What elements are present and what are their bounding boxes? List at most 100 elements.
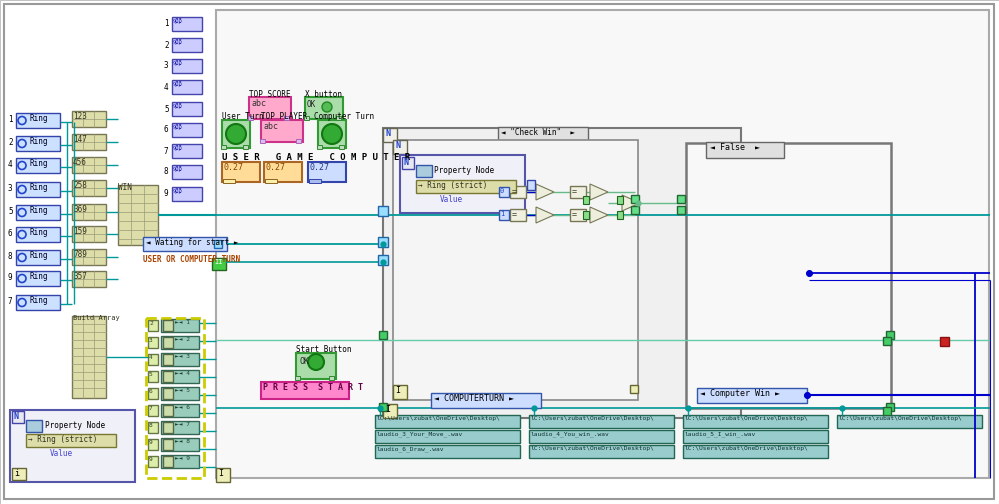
- Polygon shape: [590, 207, 608, 223]
- Bar: [163, 422, 173, 433]
- Bar: [163, 337, 173, 348]
- Text: → Ring (strict): → Ring (strict): [28, 435, 97, 444]
- Text: U S E R   G A M E   C O M P U T E R: U S E R G A M E C O M P U T E R: [222, 153, 411, 162]
- Text: 6: 6: [164, 125, 169, 135]
- Circle shape: [308, 354, 324, 370]
- Bar: [161, 353, 199, 366]
- Bar: [146, 318, 204, 478]
- Bar: [706, 142, 784, 158]
- Bar: [72, 271, 106, 287]
- Text: lC:\Users\zubat\OneDrive\Desktop\: lC:\Users\zubat\OneDrive\Desktop\: [531, 446, 654, 451]
- Text: 0.27: 0.27: [265, 163, 285, 172]
- Text: 9: 9: [8, 273, 13, 282]
- Bar: [172, 144, 202, 158]
- Bar: [148, 405, 158, 416]
- Bar: [221, 145, 226, 149]
- Bar: [527, 180, 535, 190]
- Bar: [264, 162, 302, 182]
- Text: 2: 2: [164, 40, 169, 49]
- Text: 7: 7: [149, 406, 153, 411]
- Bar: [16, 182, 60, 197]
- Bar: [583, 196, 589, 204]
- Bar: [529, 415, 674, 428]
- Bar: [617, 211, 623, 219]
- Bar: [677, 195, 685, 203]
- Circle shape: [226, 124, 246, 144]
- Bar: [16, 250, 60, 265]
- Text: I: I: [218, 469, 223, 478]
- Text: ►◄ 2: ►◄ 2: [175, 337, 190, 342]
- Bar: [400, 155, 525, 213]
- Bar: [72, 180, 106, 196]
- Text: laudio_3_Your_Move_.wav: laudio_3_Your_Move_.wav: [377, 431, 464, 436]
- Bar: [148, 456, 158, 467]
- Text: lC:\Users\zubat\OneDrive\Desktop\: lC:\Users\zubat\OneDrive\Desktop\: [839, 416, 963, 421]
- Text: Property Node: Property Node: [45, 421, 105, 430]
- Text: II: II: [214, 259, 223, 265]
- Text: Ring: Ring: [29, 228, 48, 237]
- Text: i: i: [14, 469, 19, 478]
- Text: OK: OK: [300, 357, 310, 366]
- Bar: [940, 337, 949, 346]
- Text: ►◄ 6: ►◄ 6: [175, 405, 190, 410]
- Text: ◄ False  ►: ◄ False ►: [710, 143, 760, 152]
- Bar: [336, 116, 341, 120]
- Text: TOP PLAYER: TOP PLAYER: [261, 112, 308, 121]
- Bar: [248, 116, 253, 120]
- Bar: [284, 116, 289, 120]
- Text: Ring: Ring: [29, 137, 48, 146]
- Text: 8: 8: [164, 167, 169, 176]
- Text: laudio_5_I_win_.wav: laudio_5_I_win_.wav: [685, 431, 756, 436]
- Text: 357: 357: [73, 272, 87, 281]
- Bar: [12, 468, 26, 480]
- Polygon shape: [590, 184, 608, 200]
- Bar: [304, 116, 309, 120]
- Bar: [16, 205, 60, 220]
- Bar: [375, 445, 520, 458]
- Text: N: N: [403, 158, 408, 167]
- Bar: [630, 385, 638, 393]
- Bar: [16, 113, 60, 128]
- Bar: [161, 387, 199, 400]
- Bar: [683, 430, 828, 443]
- Bar: [837, 415, 982, 428]
- Bar: [498, 127, 588, 142]
- Bar: [375, 415, 520, 428]
- Circle shape: [322, 102, 332, 112]
- Bar: [499, 210, 509, 220]
- Text: Ring: Ring: [29, 251, 48, 260]
- Bar: [72, 134, 106, 150]
- Bar: [72, 111, 106, 127]
- Bar: [883, 407, 891, 415]
- Bar: [317, 145, 322, 149]
- Text: 8: 8: [149, 423, 153, 428]
- Text: laudio_6_Draw_.wav: laudio_6_Draw_.wav: [377, 446, 445, 452]
- Text: Ring: Ring: [29, 296, 48, 305]
- Text: → Ring (strict): → Ring (strict): [418, 181, 488, 190]
- Bar: [161, 438, 199, 451]
- Bar: [222, 120, 250, 148]
- Bar: [510, 186, 526, 198]
- Bar: [886, 403, 894, 411]
- Text: 3: 3: [8, 184, 13, 193]
- Bar: [393, 140, 407, 154]
- Bar: [163, 456, 173, 467]
- Text: ►◄ 8: ►◄ 8: [175, 439, 190, 444]
- Text: 9ββ: 9ββ: [173, 18, 183, 24]
- Bar: [402, 157, 414, 169]
- Text: Start Button: Start Button: [296, 345, 352, 354]
- Bar: [163, 371, 173, 382]
- Bar: [163, 439, 173, 450]
- Bar: [212, 258, 226, 270]
- Text: 3: 3: [164, 61, 169, 71]
- Bar: [16, 271, 60, 286]
- Text: X button: X button: [305, 90, 342, 99]
- Text: 3: 3: [149, 338, 153, 343]
- Text: 6: 6: [8, 229, 13, 238]
- Bar: [16, 295, 60, 310]
- Text: User Turn: User Turn: [222, 112, 264, 121]
- Bar: [216, 468, 230, 482]
- Bar: [510, 209, 526, 221]
- Bar: [318, 120, 346, 148]
- Bar: [249, 97, 291, 119]
